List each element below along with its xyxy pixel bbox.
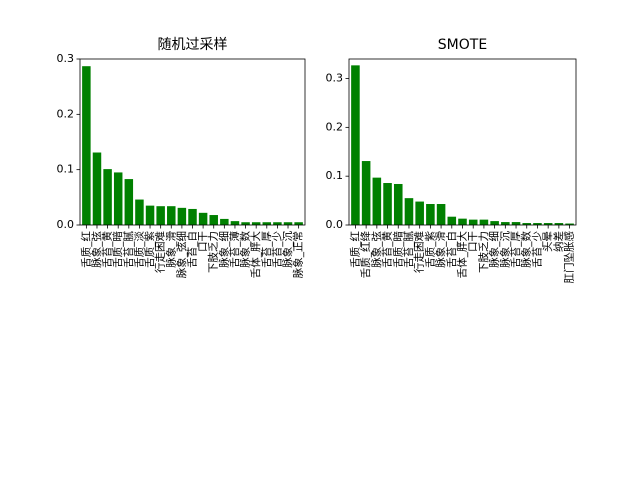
- bar: [361, 161, 371, 225]
- category-label: 舌苔_白: [186, 231, 199, 268]
- category-label: 舌质_暗: [391, 231, 404, 268]
- bar: [565, 223, 574, 225]
- category-label: 脉象_数: [239, 231, 252, 268]
- category-label: 舌苔_少: [530, 231, 543, 268]
- category-label: 舌苔_腻: [402, 231, 415, 268]
- chart-1: 随机过采样舌质_红脉象_弦舌苔_黄舌质_暗舌苔_腻舌质_淡舌质_紫行走困难脉象_…: [57, 37, 306, 278]
- bar: [404, 198, 414, 225]
- category-label: 舌质_紫: [424, 231, 436, 268]
- bar: [220, 218, 229, 225]
- category-label: 口干: [197, 231, 209, 252]
- category-label: 舌体_胖大: [456, 231, 469, 279]
- category-label: 脉象_弦细: [175, 231, 188, 278]
- bar: [415, 201, 424, 225]
- bar: [198, 212, 208, 225]
- plot-frame: [348, 58, 577, 226]
- y-tick-label: 0.3: [57, 52, 75, 65]
- bar: [447, 216, 457, 225]
- category-label: 头晕: [542, 231, 554, 252]
- category-label: 舌体_胖大: [249, 231, 262, 279]
- y-tick-label: 0.1: [326, 169, 344, 182]
- y-tick-label: 0.0: [326, 218, 344, 231]
- bar: [135, 199, 144, 225]
- bar: [262, 222, 272, 225]
- bar: [351, 65, 360, 225]
- y-tick-label: 0.2: [57, 107, 75, 120]
- bar: [92, 152, 102, 225]
- category-label: 舌质_红绛: [359, 231, 372, 279]
- y-tick-label: 0.2: [326, 120, 344, 133]
- bar: [167, 206, 176, 225]
- chart-title: SMOTE: [438, 37, 487, 53]
- category-label: 口干: [467, 231, 479, 252]
- category-label: 脉象_细: [217, 231, 230, 268]
- bar: [436, 204, 446, 225]
- category-label: 脉象_细: [488, 231, 501, 268]
- category-label: 舌苔_白: [445, 231, 458, 268]
- category-label: 舌苔_厚: [509, 231, 522, 268]
- category-label: 脉象_沉: [281, 231, 294, 268]
- category-label: 脉象_沉: [498, 231, 511, 268]
- bar: [468, 219, 478, 225]
- category-label: 脉象_弦: [90, 231, 103, 268]
- y-tick-label: 0.0: [57, 218, 75, 231]
- bar: [177, 207, 187, 225]
- bar: [209, 215, 218, 225]
- bar: [145, 205, 155, 225]
- bar: [501, 222, 510, 225]
- category-label: 脉象_滑: [434, 231, 447, 268]
- bar: [188, 208, 197, 225]
- category-label: 行走困难: [413, 231, 426, 273]
- category-label: 舌质_淡: [133, 231, 145, 268]
- bar: [283, 222, 293, 225]
- bar: [522, 223, 532, 225]
- y-tick-label: 0.3: [326, 72, 344, 85]
- category-label: 脉象_弦: [370, 231, 383, 268]
- category-label: 舌质_红: [348, 231, 361, 268]
- bar: [156, 206, 165, 225]
- bar: [533, 223, 542, 225]
- category-label: 下肢乏力: [477, 231, 490, 273]
- bar: [554, 223, 564, 225]
- category-label: 舌苔_厚: [260, 231, 273, 268]
- bar: [393, 183, 403, 225]
- category-label: 舌质_紫: [144, 231, 156, 268]
- category-label: 脉象_数: [520, 231, 533, 268]
- plot-frame: [79, 58, 306, 226]
- bar: [426, 204, 435, 225]
- category-label: 脉象_正常: [292, 231, 305, 278]
- bar: [543, 223, 553, 225]
- bar: [251, 222, 261, 225]
- bar: [490, 221, 499, 225]
- category-label: 舌苔_黄: [381, 231, 394, 268]
- bar: [383, 183, 392, 225]
- bar: [372, 177, 382, 225]
- bar: [294, 222, 303, 225]
- category-label: 舌质_暗: [111, 231, 124, 268]
- bar: [113, 172, 123, 225]
- bar: [479, 219, 489, 225]
- bar: [273, 222, 282, 225]
- category-label: 脉象_滑: [164, 231, 177, 268]
- category-label: 行走困难: [154, 231, 167, 273]
- chart-2: SMOTE舌质_红舌质_红绛脉象_弦舌苔_黄舌质_暗舌苔_腻行走困难舌质_紫脉象…: [326, 37, 577, 284]
- category-label: 舌苔_腻: [122, 231, 135, 268]
- category-label: 舌质_红: [79, 231, 92, 268]
- category-label: 肛门坠胀感: [563, 231, 576, 284]
- bar: [458, 218, 467, 225]
- category-label: 舌苔_黄: [101, 231, 114, 268]
- bar: [124, 179, 134, 225]
- y-tick-label: 0.1: [57, 163, 75, 176]
- category-label: 纳差: [552, 231, 565, 252]
- category-label: 舌苔_薄: [228, 231, 241, 268]
- bar: [511, 222, 521, 225]
- chart-title: 随机过采样: [158, 37, 228, 53]
- category-label: 下肢乏力: [207, 231, 220, 273]
- bar: [230, 221, 240, 225]
- bar: [241, 222, 250, 225]
- category-label: 舌苔_少: [270, 231, 283, 268]
- bar: [82, 66, 91, 226]
- bar: [103, 169, 112, 225]
